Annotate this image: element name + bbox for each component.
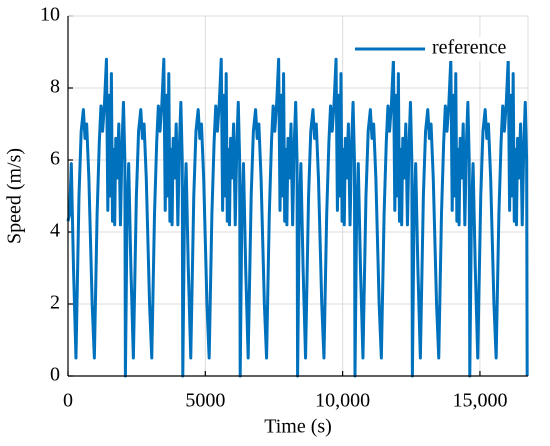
legend-label: reference xyxy=(432,37,506,59)
x-tick-label: 10,000 xyxy=(315,390,370,412)
data-line xyxy=(66,57,529,378)
y-tick-label: 0 xyxy=(50,364,60,386)
x-tick-label: 5000 xyxy=(185,390,225,412)
y-tick-label: 2 xyxy=(50,292,60,314)
x-tick-label: 0 xyxy=(63,390,73,412)
x-tick-label: 15,000 xyxy=(452,390,507,412)
y-tick-label: 4 xyxy=(50,220,60,242)
x-axis-label: Time (s) xyxy=(264,416,332,438)
y-axis-label: Speed (m/s) xyxy=(4,148,26,244)
y-tick-label: 6 xyxy=(50,148,60,170)
y-tick-label: 8 xyxy=(50,76,60,98)
y-tick-label: 10 xyxy=(40,4,60,26)
